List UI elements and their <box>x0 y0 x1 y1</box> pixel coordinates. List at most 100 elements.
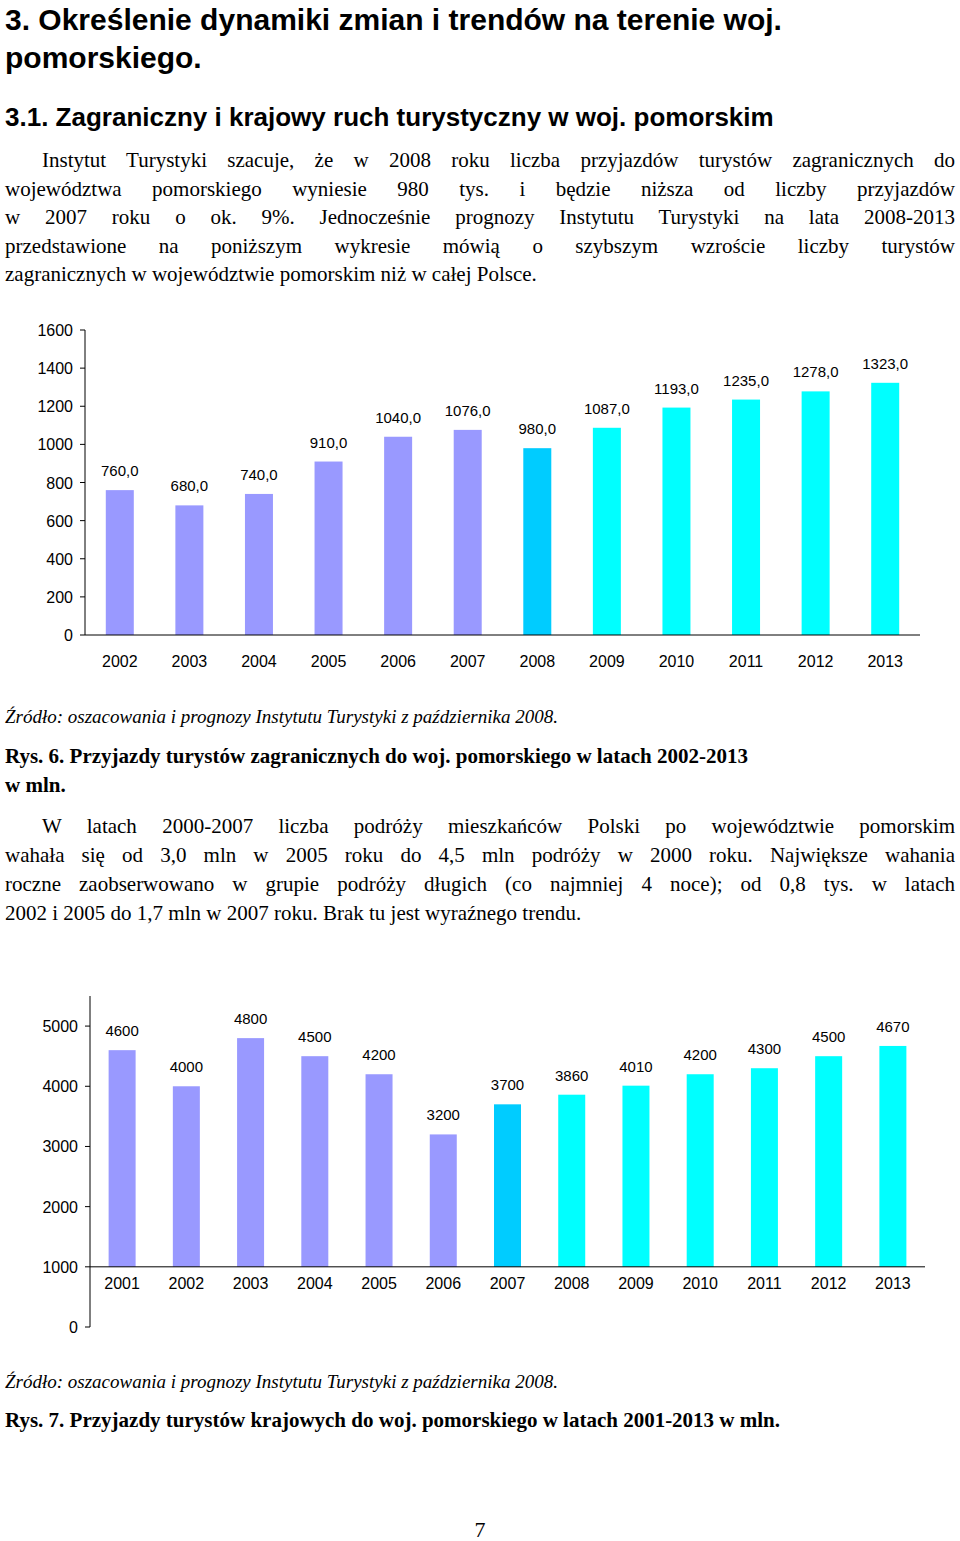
bar <box>523 448 551 635</box>
y-tick-label: 200 <box>46 589 73 606</box>
bar <box>662 408 690 635</box>
data-label: 680,0 <box>171 477 209 494</box>
data-label: 4200 <box>362 1046 395 1063</box>
paragraph-line: przedstawione na poniższym wykresie mówi… <box>5 232 955 260</box>
y-tick-label: 1000 <box>37 436 73 453</box>
data-label: 4300 <box>748 1040 781 1057</box>
bar <box>732 400 760 635</box>
paragraph-line: 2002 i 2005 do 1,7 mln w 2007 roku. Brak… <box>5 899 581 927</box>
x-tick-label: 2002 <box>102 653 138 670</box>
y-axis-line <box>90 996 91 1327</box>
x-tick-label: 2012 <box>798 653 834 670</box>
bar <box>173 1086 200 1267</box>
y-tick-label: 400 <box>46 551 73 568</box>
x-tick-label: 2005 <box>311 653 347 670</box>
x-tick-label: 2012 <box>811 1275 847 1292</box>
x-axis-line <box>90 1266 925 1267</box>
paragraph-line: Instytut Turystyki szacuje, że w 2008 ro… <box>42 146 955 174</box>
y-tick <box>80 558 85 559</box>
bar <box>593 428 621 635</box>
y-tick <box>80 368 85 369</box>
x-tick-label: 2013 <box>875 1275 911 1292</box>
heading: pomorskiego. <box>5 39 202 77</box>
y-tick-label: 0 <box>64 627 73 644</box>
paragraph-line: roczne zaobserwowano w grupie podróży dł… <box>5 870 955 898</box>
x-tick-label: 2003 <box>233 1275 269 1292</box>
data-label: 740,0 <box>240 466 278 483</box>
data-label: 1323,0 <box>862 355 908 372</box>
bar <box>384 437 412 635</box>
data-label: 4200 <box>684 1046 717 1063</box>
x-tick-label: 2006 <box>425 1275 461 1292</box>
bars <box>109 1038 907 1267</box>
y-tick <box>85 1086 90 1087</box>
bar <box>687 1074 714 1267</box>
data-label: 1076,0 <box>445 402 491 419</box>
page-number: 7 <box>0 1516 960 1541</box>
figure-caption: Rys. 7. Przyjazdy turystów krajowych do … <box>5 1406 780 1434</box>
y-tick <box>85 1026 90 1027</box>
bar <box>106 490 134 635</box>
y-tick-label: 5000 <box>42 1018 78 1035</box>
paragraph-line: w 2007 roku o ok. 9%. Jednocześnie progn… <box>5 203 955 231</box>
bar <box>175 505 203 635</box>
bar <box>366 1074 393 1267</box>
y-tick <box>80 635 85 636</box>
x-tick-label: 2009 <box>618 1275 654 1292</box>
x-tick-label: 2009 <box>589 653 625 670</box>
data-label: 4000 <box>170 1058 203 1075</box>
y-tick-label: 2000 <box>42 1199 78 1216</box>
bar <box>802 391 830 635</box>
y-tick <box>80 444 85 445</box>
y-tick-label: 4000 <box>42 1078 78 1095</box>
data-label: 760,0 <box>101 462 139 479</box>
bar <box>454 430 482 635</box>
y-tick-label: 1000 <box>42 1259 78 1276</box>
x-tick-label: 2004 <box>241 653 277 670</box>
figure-caption: w mln. <box>5 771 66 799</box>
x-tick-label: 2011 <box>729 653 764 670</box>
figure-caption: Rys. 6. Przyjazdy turystów zagranicznych… <box>5 742 748 770</box>
y-tick-label: 0 <box>69 1319 78 1336</box>
paragraph-line: zagranicznych w województwie pomorskim n… <box>5 260 537 288</box>
bar <box>301 1056 328 1267</box>
data-label: 4010 <box>619 1058 652 1075</box>
x-tick-label: 2013 <box>867 653 903 670</box>
y-tick <box>80 482 85 483</box>
data-label: 3200 <box>427 1106 460 1123</box>
bar <box>237 1038 264 1267</box>
paragraph-line: województwa pomorskiego wyniesie 980 tys… <box>5 175 955 203</box>
data-label: 4800 <box>234 1010 267 1027</box>
data-label: 1235,0 <box>723 372 769 389</box>
y-tick-label: 3000 <box>42 1138 78 1155</box>
paragraph-line: wahała się od 3,0 mln w 2005 roku do 4,5… <box>5 841 955 869</box>
x-tick-label: 2011 <box>747 1275 782 1292</box>
bar <box>879 1046 906 1267</box>
x-tick-label: 2007 <box>450 653 486 670</box>
x-tick-label: 2001 <box>104 1275 140 1292</box>
bar-chart: 02004006008001000120014001600760,0680,07… <box>37 322 920 670</box>
data-label: 1087,0 <box>584 400 630 417</box>
x-tick-label: 2010 <box>659 653 695 670</box>
subheading: 3.1. Zagraniczny i krajowy ruch turystyc… <box>5 100 774 134</box>
y-tick <box>80 596 85 597</box>
source-note: Źródło: oszacowania i prognozy Instytutu… <box>5 704 558 730</box>
y-tick-label: 800 <box>46 475 73 492</box>
data-label: 3700 <box>491 1076 524 1093</box>
heading: 3. Określenie dynamiki zmian i trendów n… <box>5 1 782 39</box>
x-tick-label: 2002 <box>169 1275 205 1292</box>
x-tick-label: 2008 <box>519 653 555 670</box>
data-label: 4670 <box>876 1018 909 1035</box>
data-label: 980,0 <box>519 420 557 437</box>
bar <box>109 1050 136 1267</box>
y-tick <box>85 1146 90 1147</box>
x-tick-label: 2005 <box>361 1275 397 1292</box>
y-tick <box>85 1206 90 1207</box>
y-tick <box>80 520 85 521</box>
y-tick-label: 1400 <box>37 360 73 377</box>
bar <box>245 494 273 635</box>
x-axis-line <box>85 635 920 636</box>
y-tick-label: 1200 <box>37 398 73 415</box>
bar <box>751 1068 778 1267</box>
data-label: 4500 <box>298 1028 331 1045</box>
